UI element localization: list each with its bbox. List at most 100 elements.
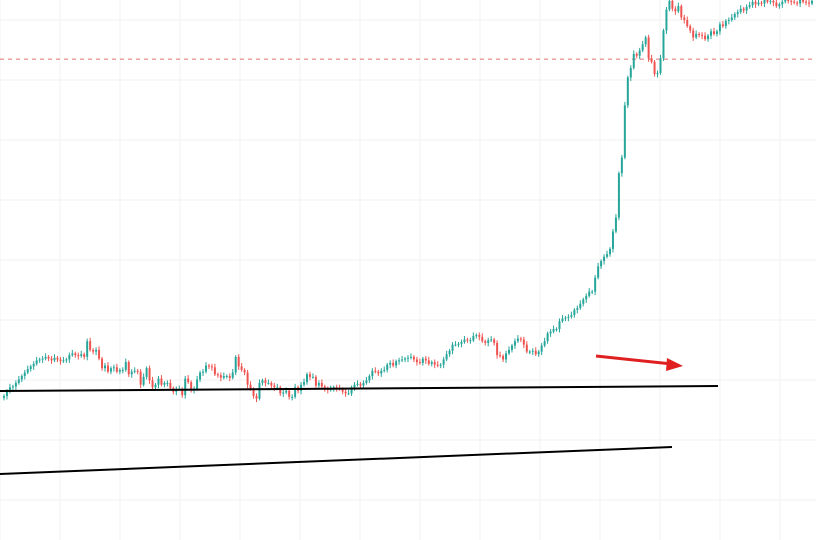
candle-body xyxy=(721,24,724,27)
candle-body xyxy=(252,389,255,397)
candle-body xyxy=(546,333,549,342)
candle-body xyxy=(638,50,641,56)
candle-body xyxy=(499,355,502,357)
candle-body xyxy=(23,372,26,376)
candle-body xyxy=(600,261,603,267)
candle-body xyxy=(401,359,404,361)
candle-body xyxy=(26,369,29,373)
candle-body xyxy=(407,357,409,359)
candle-body xyxy=(395,361,398,366)
candle-body xyxy=(692,30,695,38)
candle-body xyxy=(754,1,757,5)
candle-body xyxy=(412,356,415,360)
candle-body xyxy=(718,24,721,32)
candle-body xyxy=(710,31,712,36)
candle-body xyxy=(380,370,383,374)
candle-body xyxy=(736,12,739,14)
candle-body xyxy=(216,374,219,376)
candle-body xyxy=(680,6,683,18)
candle-body xyxy=(157,378,160,385)
candle-body xyxy=(439,364,442,366)
candle-body xyxy=(205,365,207,372)
candle-body xyxy=(392,362,395,366)
candle-body xyxy=(11,386,14,388)
candle-body xyxy=(475,335,478,337)
candle-body xyxy=(724,20,727,27)
candle-body xyxy=(118,369,121,372)
candle-body xyxy=(502,355,505,360)
candle-body xyxy=(775,2,778,7)
candle-body xyxy=(778,4,781,7)
candle-body xyxy=(683,17,686,21)
resistance-trendline xyxy=(0,385,719,392)
candle-body xyxy=(790,0,793,2)
candle-body xyxy=(594,277,597,292)
candle-body xyxy=(187,378,190,383)
candle-body xyxy=(285,390,288,393)
candle-body xyxy=(674,8,677,12)
candle-body xyxy=(626,77,629,106)
candle-body xyxy=(350,387,353,394)
candle-body xyxy=(243,369,246,373)
candle-body xyxy=(808,2,811,4)
candle-body xyxy=(579,303,582,309)
candle-body xyxy=(160,378,163,385)
candle-body xyxy=(799,0,802,4)
candle-body xyxy=(751,1,754,6)
candle-body xyxy=(136,370,139,372)
breakout-arrow xyxy=(595,354,683,371)
candle-body xyxy=(246,372,249,385)
candle-body xyxy=(695,33,698,38)
candle-body xyxy=(793,1,796,3)
candle-body xyxy=(237,356,240,367)
candle-body xyxy=(641,44,644,51)
candle-body xyxy=(811,0,813,4)
candle-body xyxy=(71,353,74,356)
candle-body xyxy=(620,157,623,174)
candle-body xyxy=(424,358,427,361)
candle-body xyxy=(124,362,127,370)
candle-body xyxy=(112,367,115,369)
candle-body xyxy=(341,389,344,392)
candle-body xyxy=(478,335,481,337)
candle-body xyxy=(368,376,371,381)
support-trendline xyxy=(0,446,673,475)
candle-body xyxy=(644,37,647,45)
candle-body xyxy=(662,30,665,59)
candle-body xyxy=(409,356,412,358)
candle-body xyxy=(225,376,228,377)
candle-body xyxy=(17,379,20,383)
candle-body xyxy=(202,371,205,373)
candle-body xyxy=(166,382,169,384)
candle-body xyxy=(555,329,558,330)
candle-body xyxy=(421,358,424,363)
candle-body xyxy=(145,368,148,377)
candle-body xyxy=(356,383,359,385)
candle-body xyxy=(466,339,469,341)
candle-body xyxy=(730,17,733,21)
candle-body xyxy=(294,387,297,397)
candle-body xyxy=(115,367,118,372)
candle-body xyxy=(745,6,748,11)
candle-body xyxy=(139,371,142,385)
candle-body xyxy=(347,393,350,395)
candle-body xyxy=(258,382,261,399)
candle-body xyxy=(582,299,585,304)
candle-body xyxy=(47,356,50,359)
candle-body xyxy=(552,329,555,332)
candle-body xyxy=(249,384,252,390)
candle-body xyxy=(154,384,157,388)
candle-body xyxy=(665,9,668,31)
candle-body xyxy=(199,372,202,380)
candle-body xyxy=(83,354,86,357)
candle-body xyxy=(760,2,763,4)
candle-body xyxy=(184,378,187,396)
candle-body xyxy=(77,355,80,357)
candle-body xyxy=(3,396,5,398)
candle-body xyxy=(151,380,154,388)
arrow-head xyxy=(666,358,683,371)
candle-body xyxy=(231,372,234,378)
candle-body xyxy=(56,357,59,360)
candle-body xyxy=(733,13,736,18)
